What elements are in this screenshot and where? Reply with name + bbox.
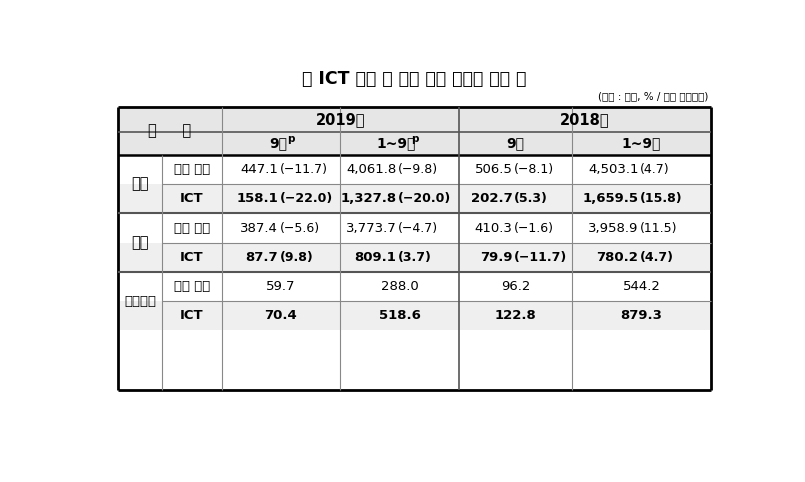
Text: 무역수지: 무역수지 [124, 295, 156, 308]
Text: (−5.6): (−5.6) [279, 222, 320, 235]
Text: 전체 산업: 전체 산업 [174, 163, 210, 176]
Text: 수출: 수출 [131, 176, 149, 192]
Text: (−20.0): (−20.0) [398, 192, 452, 205]
Text: 79.9: 79.9 [480, 251, 512, 264]
Text: (11.5): (11.5) [640, 222, 678, 235]
Text: 544.2: 544.2 [622, 280, 661, 293]
Text: 9월: 9월 [270, 136, 287, 150]
Text: 《 ICT 산업 및 전체 산업 수출입 동향 》: 《 ICT 산업 및 전체 산업 수출입 동향 》 [303, 69, 526, 88]
Text: (단위 : 억불, % / 전년 동월대비): (단위 : 억불, % / 전년 동월대비) [598, 92, 708, 101]
Text: 506.5: 506.5 [474, 163, 512, 176]
Text: 4,503.1: 4,503.1 [588, 163, 638, 176]
Text: 447.1: 447.1 [240, 163, 278, 176]
Text: 전체 산업: 전체 산업 [174, 280, 210, 293]
Text: ICT: ICT [180, 309, 204, 322]
Text: 780.2: 780.2 [597, 251, 638, 264]
Text: 518.6: 518.6 [378, 309, 420, 322]
Text: (9.8): (9.8) [279, 251, 313, 264]
Text: (4.7): (4.7) [640, 251, 674, 264]
Text: ICT: ICT [180, 192, 204, 205]
Text: (−11.7): (−11.7) [279, 163, 328, 176]
Text: 87.7: 87.7 [246, 251, 278, 264]
Bar [118, 272, 712, 301]
Text: 수입: 수입 [131, 235, 149, 250]
Text: p: p [287, 134, 295, 144]
Text: 879.3: 879.3 [621, 309, 663, 322]
Bar [118, 242, 712, 272]
Text: (4.7): (4.7) [640, 163, 670, 176]
Text: 288.0: 288.0 [381, 280, 419, 293]
Text: 387.4: 387.4 [240, 222, 278, 235]
Bar [118, 214, 712, 242]
Text: 410.3: 410.3 [474, 222, 512, 235]
Text: 구     분: 구 분 [148, 123, 191, 138]
Text: 96.2: 96.2 [501, 280, 530, 293]
Text: 전체 산업: 전체 산업 [174, 222, 210, 235]
Text: 809.1: 809.1 [355, 251, 397, 264]
Text: 4,061.8: 4,061.8 [346, 163, 397, 176]
Text: (−8.1): (−8.1) [514, 163, 554, 176]
Bar [118, 155, 712, 184]
Text: 70.4: 70.4 [265, 309, 297, 322]
Bar [118, 132, 712, 155]
Text: (3.7): (3.7) [398, 251, 432, 264]
Text: 3,773.7: 3,773.7 [346, 222, 397, 235]
Text: 9월: 9월 [506, 136, 524, 150]
Text: 1~9월: 1~9월 [622, 136, 661, 150]
Text: (15.8): (15.8) [640, 192, 683, 205]
Bar [118, 301, 712, 331]
Text: 1~9월: 1~9월 [377, 136, 416, 150]
Text: (−4.7): (−4.7) [398, 222, 438, 235]
Text: 122.8: 122.8 [494, 309, 536, 322]
Text: 158.1: 158.1 [236, 192, 278, 205]
Text: 1,327.8: 1,327.8 [341, 192, 397, 205]
Text: p: p [411, 134, 418, 144]
Text: (5.3): (5.3) [514, 192, 547, 205]
Bar [118, 184, 712, 214]
Text: 2019년: 2019년 [316, 112, 365, 127]
Text: 59.7: 59.7 [266, 280, 295, 293]
Bar [118, 107, 712, 132]
Text: 2018년: 2018년 [560, 112, 610, 127]
Text: ICT: ICT [180, 251, 204, 264]
Text: (−22.0): (−22.0) [279, 192, 332, 205]
Text: 3,958.9: 3,958.9 [588, 222, 638, 235]
Text: 1,659.5: 1,659.5 [583, 192, 638, 205]
Text: (−1.6): (−1.6) [514, 222, 554, 235]
Text: (−9.8): (−9.8) [398, 163, 438, 176]
Text: 202.7: 202.7 [471, 192, 512, 205]
Text: (−11.7): (−11.7) [514, 251, 567, 264]
